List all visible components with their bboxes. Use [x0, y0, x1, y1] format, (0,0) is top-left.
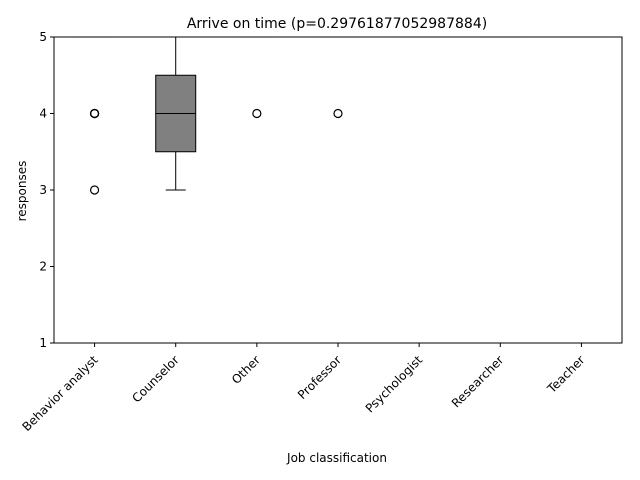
- y-tick-label: 5: [39, 30, 47, 44]
- y-tick-label: 1: [39, 336, 47, 350]
- y-tick-label: 2: [39, 260, 47, 274]
- y-axis: 1 2 3 4 5: [39, 30, 54, 350]
- y-tick-label: 4: [39, 107, 47, 121]
- outlier-point: [252, 108, 262, 119]
- chart-title: Arrive on time (p=0.29761877052987884): [187, 16, 487, 32]
- outlier-point: [89, 108, 100, 119]
- x-axis-label: Job classification: [286, 451, 387, 465]
- y-tick-label: 3: [39, 183, 47, 197]
- outlier-point: [89, 185, 100, 195]
- outlier-point: [333, 108, 343, 119]
- y-axis-label: responses: [15, 161, 29, 222]
